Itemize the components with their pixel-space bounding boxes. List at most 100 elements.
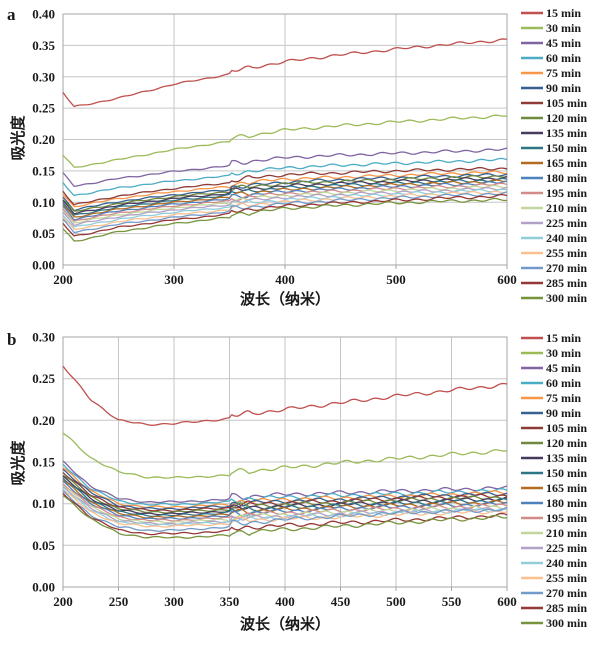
legend-label-300-min: 300 min <box>546 291 587 305</box>
y-axis-tick-label: 0.20 <box>32 132 55 147</box>
y-axis-tick-label: 0.05 <box>32 538 55 553</box>
x-axis-tick-label: 300 <box>164 594 184 609</box>
legend-label-300-min: 300 min <box>546 616 587 630</box>
legend-label-105-min: 105 min <box>546 96 587 110</box>
legend-label-165-min: 165 min <box>546 156 587 170</box>
series-line-300-min <box>62 197 508 242</box>
y-axis-tick-label: 0.25 <box>32 371 55 386</box>
legend-label-210-min: 210 min <box>546 526 587 540</box>
legend-label-90-min: 90 min <box>546 81 581 95</box>
legend-label-270-min: 270 min <box>546 261 587 275</box>
legend-label-225-min: 225 min <box>546 541 587 555</box>
x-axis-tick-label: 400 <box>275 594 295 609</box>
series-line-90-min <box>62 173 508 212</box>
y-axis-tick-label: 0.10 <box>32 496 55 511</box>
panel-label-b: b <box>7 330 17 349</box>
x-axis-tick-label: 450 <box>331 594 351 609</box>
legend-label-150-min: 150 min <box>546 466 587 480</box>
legend-label-285-min: 285 min <box>546 276 587 290</box>
x-axis-tick-label: 250 <box>109 594 129 609</box>
series-line-60-min <box>62 157 508 197</box>
legend-label-225-min: 225 min <box>546 216 587 230</box>
series-line-210-min <box>62 184 508 224</box>
panel-label-a: a <box>7 5 16 24</box>
series-line-45-min <box>62 147 508 188</box>
series-line-255-min <box>62 190 508 230</box>
x-axis-tick-label: 200 <box>53 594 73 609</box>
series-line-30-min <box>62 114 508 168</box>
x-axis-tick-label: 500 <box>386 594 406 609</box>
series-line-285-min <box>62 193 508 237</box>
series-line-225-min <box>62 186 508 227</box>
x-axis-tick-label: 500 <box>386 272 406 287</box>
legend-label-45-min: 45 min <box>546 361 581 375</box>
legend-label-105-min: 105 min <box>546 421 587 435</box>
legend-label-75-min: 75 min <box>546 66 581 80</box>
x-axis-tick-label: 600 <box>497 272 517 287</box>
series-line-165-min <box>62 179 508 218</box>
series-line-75-min <box>62 467 508 509</box>
y-axis-tick-label: 0.15 <box>32 455 55 470</box>
y-axis-tick-label: 0.00 <box>32 580 55 595</box>
plot-area-a: 0.00 0.05 0.10 0.15 0.20 0.25 0.30 0.35 0.40 200 3… <box>32 6 587 305</box>
legend-label-270-min: 270 min <box>546 586 587 600</box>
series-line-120-min <box>62 174 508 212</box>
plot-area-b: 0.00 0.05 0.10 0.15 0.20 0.25 0.30 200 250 300 350… <box>32 330 587 631</box>
x-axis-title-b: 波长（纳米） <box>239 617 330 633</box>
legend-label-255-min: 255 min <box>546 571 587 585</box>
chart-b: 0.00 0.05 0.10 0.15 0.20 0.25 0.30 200 250 300 350… <box>0 325 600 650</box>
y-axis-tick-label: 0.25 <box>32 101 55 116</box>
y-axis-tick-label: 0.40 <box>32 7 55 22</box>
legend-label-30-min: 30 min <box>546 21 581 35</box>
series-line-195-min <box>62 483 508 522</box>
series-line-60-min <box>62 463 508 506</box>
legend-label-120-min: 120 min <box>546 111 587 125</box>
y-axis-tick-label: 0.20 <box>32 413 55 428</box>
legend-label-195-min: 195 min <box>546 186 587 200</box>
y-axis-tick-label: 0.05 <box>32 226 55 241</box>
y-axis-tick-label: 0.10 <box>32 195 55 210</box>
series-line-300-min <box>62 495 508 539</box>
x-axis-tick-label: 300 <box>164 272 184 287</box>
legend-label-240-min: 240 min <box>546 231 587 245</box>
legend-label-120-min: 120 min <box>546 436 587 450</box>
legend-label-150-min: 150 min <box>546 141 587 155</box>
legend-label-255-min: 255 min <box>546 246 587 260</box>
y-axis-title-a: 吸光度 <box>11 115 27 161</box>
legend-label-180-min: 180 min <box>546 171 587 185</box>
legend-label-60-min: 60 min <box>546 376 581 390</box>
x-axis-tick-label: 200 <box>53 272 73 287</box>
series-line-120-min <box>62 474 508 514</box>
y-axis-title-b: 吸光度 <box>11 440 27 486</box>
legend-label-30-min: 30 min <box>546 346 581 360</box>
series-line-180-min <box>62 180 508 221</box>
x-axis-tick-label: 550 <box>442 594 462 609</box>
legend-label-15-min: 15 min <box>546 331 581 345</box>
x-axis-title-a: 波长（纳米） <box>239 292 330 308</box>
legend-label-285-min: 285 min <box>546 601 587 615</box>
legend-label-75-min: 75 min <box>546 391 581 405</box>
chart-a: 0.00 0.05 0.10 0.15 0.20 0.25 0.30 0.35 0.40 200 3… <box>7 5 587 308</box>
series-line-165-min <box>62 479 508 519</box>
legend-label-240-min: 240 min <box>546 556 587 570</box>
legend-label-45-min: 45 min <box>546 36 581 50</box>
series-line-30-min <box>62 432 508 479</box>
series-line-45-min <box>62 460 508 504</box>
x-axis-tick-label: 350 <box>220 594 240 609</box>
series-line-240-min <box>62 188 508 228</box>
series-line-195-min <box>62 182 508 222</box>
legend-label-210-min: 210 min <box>546 201 587 215</box>
legend-label-60-min: 60 min <box>546 51 581 65</box>
legend-label-195-min: 195 min <box>546 511 587 525</box>
legend-label-15-min: 15 min <box>546 6 581 20</box>
y-axis-tick-label: 0.35 <box>32 38 55 53</box>
y-axis-tick-label: 0.30 <box>32 69 55 84</box>
x-axis-tick-label: 600 <box>497 594 517 609</box>
series-line-270-min <box>62 191 508 234</box>
legend-label-165-min: 165 min <box>546 481 587 495</box>
legend-label-90-min: 90 min <box>546 406 581 420</box>
y-axis-tick-label: 0.30 <box>32 330 55 345</box>
series-line-105-min <box>62 166 508 206</box>
y-axis-tick-label: 0.15 <box>32 163 55 178</box>
